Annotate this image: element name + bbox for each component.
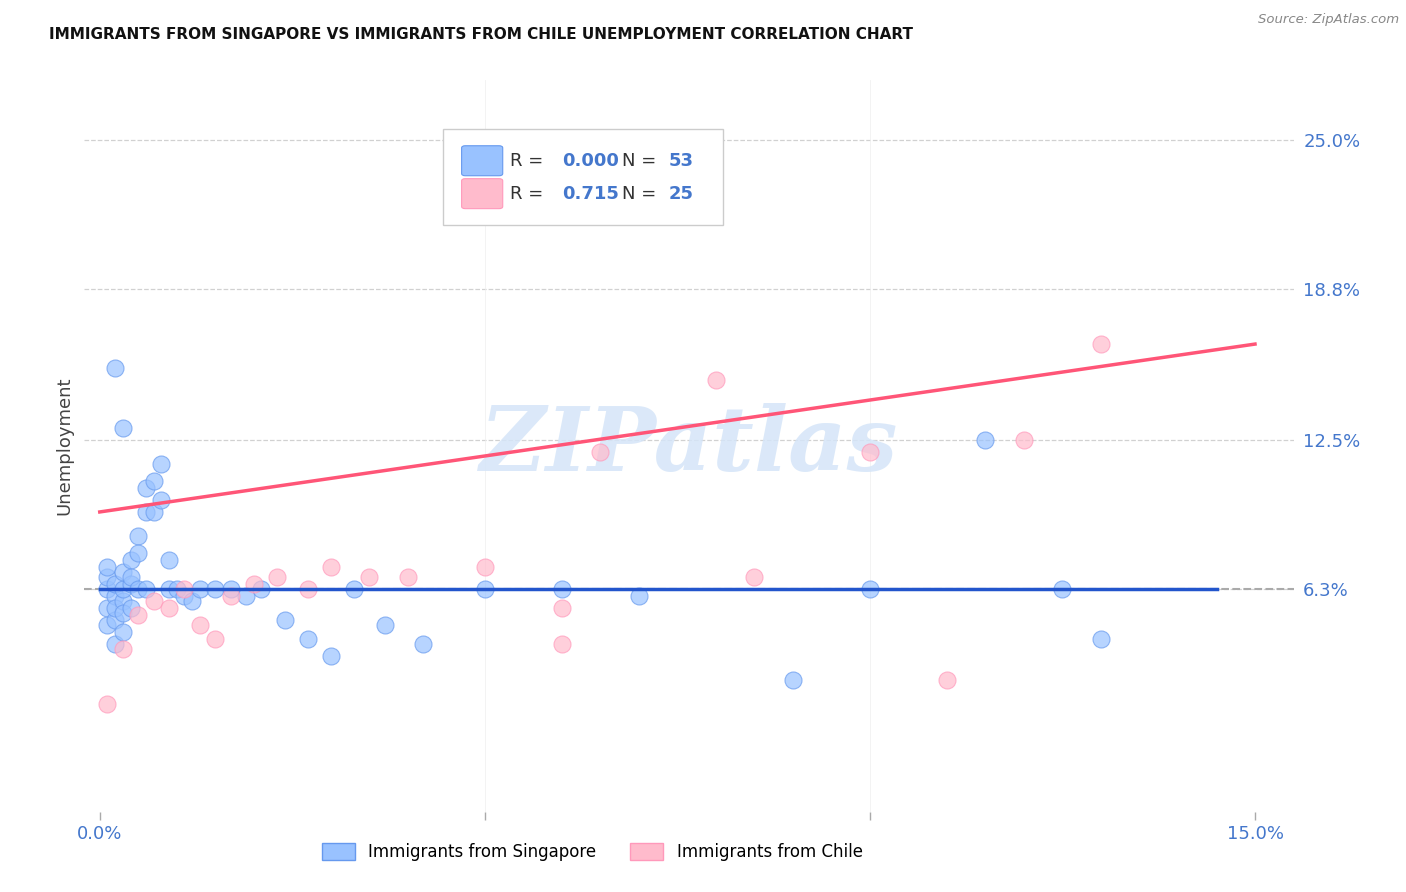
Point	[135, 481, 157, 495]
Legend: Immigrants from Singapore, Immigrants from Chile: Immigrants from Singapore, Immigrants fr…	[315, 837, 869, 868]
Point	[104, 577, 127, 591]
FancyBboxPatch shape	[461, 178, 503, 209]
Point	[219, 582, 242, 596]
Point	[181, 593, 204, 607]
Point	[551, 637, 574, 651]
Point	[1090, 632, 1112, 646]
Point	[135, 582, 157, 596]
Point	[412, 637, 434, 651]
Point	[173, 589, 195, 603]
Point	[250, 582, 273, 596]
Point	[111, 593, 134, 607]
Point	[96, 560, 118, 574]
Point	[96, 617, 118, 632]
Point	[96, 600, 118, 615]
Y-axis label: Unemployment: Unemployment	[55, 376, 73, 516]
Point	[104, 613, 127, 627]
Point	[1052, 582, 1074, 596]
Point	[474, 560, 496, 574]
FancyBboxPatch shape	[443, 129, 723, 225]
Point	[551, 205, 574, 219]
Point	[374, 617, 396, 632]
Point	[243, 577, 266, 591]
Point	[627, 589, 650, 603]
Point	[589, 445, 612, 459]
Point	[150, 492, 173, 507]
Point	[120, 553, 142, 567]
Point	[235, 589, 257, 603]
Point	[551, 600, 574, 615]
Text: 25: 25	[668, 185, 693, 202]
Text: N =: N =	[623, 152, 662, 169]
Point	[104, 589, 127, 603]
Point	[188, 617, 211, 632]
Point	[111, 624, 134, 639]
Point	[204, 582, 226, 596]
Point	[936, 673, 959, 687]
Point	[359, 570, 381, 584]
Point	[297, 632, 319, 646]
Point	[157, 553, 180, 567]
Point	[96, 582, 118, 596]
Point	[104, 600, 127, 615]
Point	[120, 570, 142, 584]
Point	[127, 546, 149, 560]
Point	[166, 582, 188, 596]
Text: N =: N =	[623, 185, 662, 202]
Point	[188, 582, 211, 596]
Point	[744, 570, 766, 584]
Point	[120, 577, 142, 591]
Point	[297, 582, 319, 596]
Point	[127, 608, 149, 623]
Point	[142, 474, 165, 488]
Point	[111, 565, 134, 579]
Text: ZIPatlas: ZIPatlas	[481, 403, 897, 489]
Point	[120, 600, 142, 615]
Point	[111, 641, 134, 656]
Point	[273, 613, 295, 627]
Point	[859, 582, 882, 596]
Text: 0.715: 0.715	[562, 185, 619, 202]
Point	[396, 570, 419, 584]
Text: R =: R =	[510, 152, 548, 169]
Point	[96, 697, 118, 711]
Point	[111, 421, 134, 435]
Point	[111, 582, 134, 596]
Text: 53: 53	[668, 152, 693, 169]
Point	[96, 570, 118, 584]
Point	[111, 606, 134, 620]
Point	[150, 457, 173, 471]
Point	[266, 570, 288, 584]
Point	[974, 433, 997, 447]
Point	[782, 673, 804, 687]
Text: Source: ZipAtlas.com: Source: ZipAtlas.com	[1258, 13, 1399, 27]
Point	[104, 361, 127, 376]
Point	[219, 589, 242, 603]
Text: R =: R =	[510, 185, 555, 202]
Point	[135, 505, 157, 519]
Point	[173, 582, 195, 596]
Point	[859, 445, 882, 459]
Text: 0.000: 0.000	[562, 152, 619, 169]
Point	[157, 582, 180, 596]
Point	[142, 593, 165, 607]
Point	[474, 582, 496, 596]
Point	[1090, 337, 1112, 351]
Point	[704, 373, 727, 387]
Point	[127, 582, 149, 596]
Point	[319, 560, 342, 574]
Point	[127, 529, 149, 543]
Text: IMMIGRANTS FROM SINGAPORE VS IMMIGRANTS FROM CHILE UNEMPLOYMENT CORRELATION CHAR: IMMIGRANTS FROM SINGAPORE VS IMMIGRANTS …	[49, 27, 914, 42]
Point	[319, 648, 342, 663]
FancyBboxPatch shape	[461, 145, 503, 176]
Point	[1012, 433, 1035, 447]
Point	[204, 632, 226, 646]
Point	[343, 582, 366, 596]
Point	[157, 600, 180, 615]
Point	[142, 505, 165, 519]
Point	[551, 582, 574, 596]
Point	[104, 637, 127, 651]
